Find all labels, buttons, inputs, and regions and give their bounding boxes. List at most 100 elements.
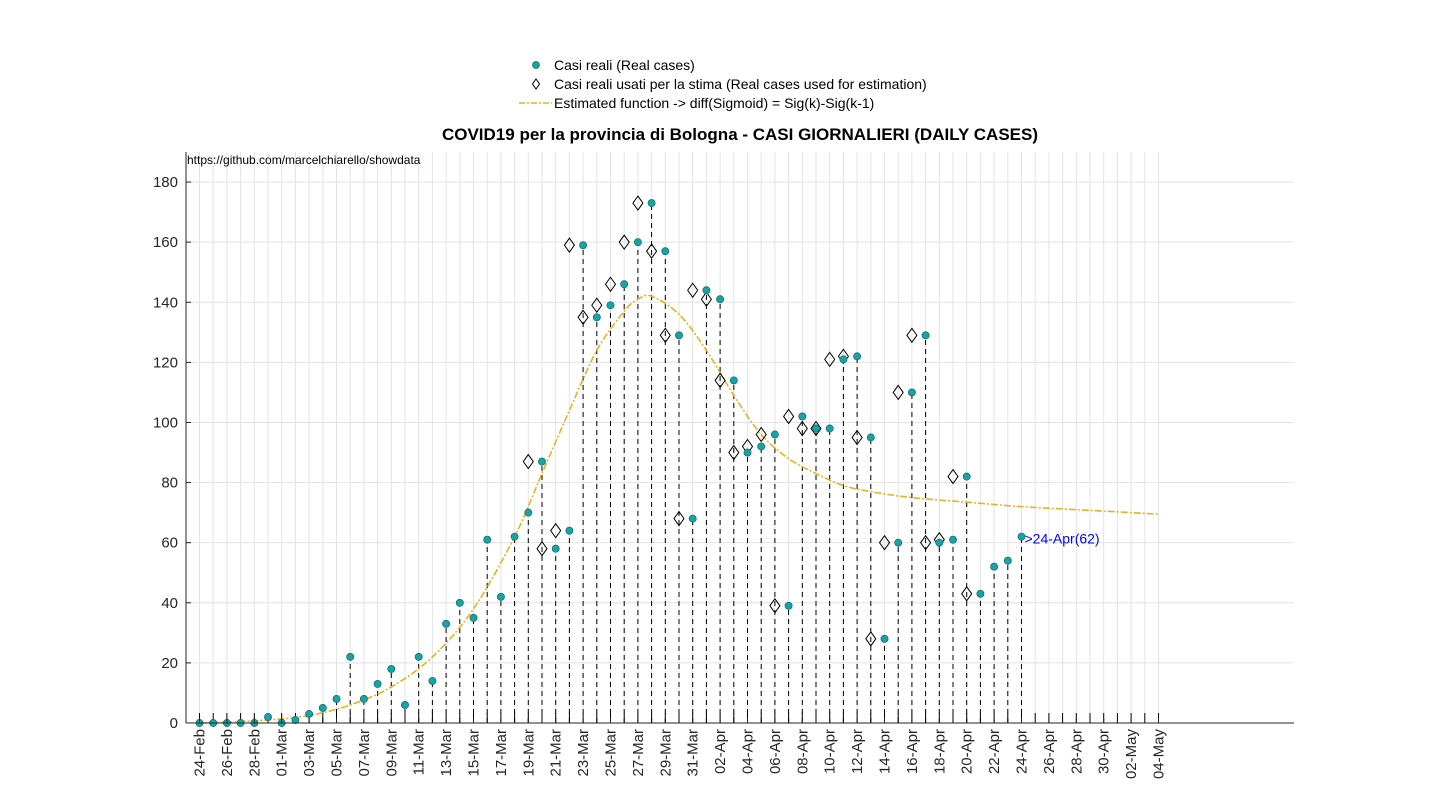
real-case-point <box>373 679 382 688</box>
x-tick-label: 15-Mar <box>466 729 483 777</box>
real-case-point <box>921 331 930 340</box>
stem-lines <box>199 203 1159 723</box>
real-case-point <box>633 238 642 247</box>
legend-label-real-cases: Casi reali (Real cases) <box>554 57 695 73</box>
real-case-point <box>305 710 314 718</box>
legend: Casi reali (Real cases) Casi reali usati… <box>519 57 927 111</box>
real-case-point <box>579 241 588 250</box>
chart-title: COVID19 per la provincia di Bologna - CA… <box>442 125 1038 144</box>
x-tick-label: 28-Feb <box>246 729 263 777</box>
real-case-point <box>990 562 999 571</box>
real-case-point <box>839 355 848 364</box>
real-case-point <box>620 280 629 289</box>
annotation-last-value: >24-Apr(62) <box>1025 531 1100 547</box>
x-tick-label: 27-Mar <box>630 729 647 777</box>
estimation-diamond <box>645 243 658 260</box>
estimation-diamond <box>700 291 713 308</box>
real-case-point <box>592 313 601 322</box>
y-tick-label: 160 <box>153 234 178 251</box>
estimation-diamond <box>906 327 918 344</box>
x-tick-label: 08-Apr <box>794 729 811 774</box>
x-tick-label: 31-Mar <box>685 729 702 777</box>
x-tick-label: 09-Mar <box>383 729 400 777</box>
real-case-point <box>825 424 834 433</box>
real-case-point <box>551 544 560 553</box>
y-tick-label: 60 <box>161 535 178 552</box>
x-tick-label: 26-Feb <box>219 729 236 777</box>
grid <box>186 152 1294 724</box>
estimation-diamond <box>892 384 904 401</box>
estimation-diamond <box>810 420 822 437</box>
real-case-point <box>894 538 903 547</box>
real-case-point <box>496 592 505 601</box>
estimation-diamond <box>687 282 699 299</box>
real-case-point <box>565 526 574 535</box>
y-tick-label: 20 <box>161 655 178 672</box>
y-tick-label: 0 <box>170 715 178 732</box>
estimation-diamond <box>865 630 877 647</box>
estimation-diamond <box>618 234 630 251</box>
x-tick-label: 14-Apr <box>877 729 894 774</box>
x-tick-label: 11-Mar <box>411 729 428 775</box>
legend-label-estimation-cases: Casi reali usati per la stima (Real case… <box>554 76 927 92</box>
x-tick-label: 16-Apr <box>904 729 921 774</box>
x-tick-label: 12-Apr <box>849 729 866 774</box>
axes: 0 20 40 60 80 100 120 140 160 180 24-Feb 26-Feb 28-F… <box>153 152 1294 779</box>
x-tick-label: 24-Feb <box>192 729 209 777</box>
x-tick-label: 26-Apr <box>1041 729 1058 774</box>
real-case-point <box>907 388 916 397</box>
estimated-curve <box>199 294 1159 724</box>
x-tick-label: 24-Apr <box>1014 729 1031 774</box>
estimation-diamond <box>824 351 836 368</box>
real-case-point <box>387 664 396 673</box>
x-tick-label: 17-Mar <box>493 729 510 777</box>
x-tick-label: 30-Apr <box>1096 729 1113 774</box>
real-case-point <box>976 589 985 598</box>
legend-marker-estimation-cases <box>531 78 541 90</box>
real-case-point <box>853 352 862 361</box>
real-case-point <box>962 472 971 481</box>
x-tick-label: 19-Mar <box>520 729 537 777</box>
estimation-diamond <box>933 531 945 548</box>
estimation-diamond <box>782 408 795 425</box>
estimation-diamond <box>577 309 589 326</box>
x-tick-label: 21-Mar <box>548 729 565 777</box>
real-case-point <box>346 652 355 661</box>
estimation-diamond <box>961 585 973 602</box>
estimation-diamond <box>604 276 617 293</box>
y-tick-label: 100 <box>153 414 178 431</box>
estimation-diamond <box>673 510 685 527</box>
source-url: https://github.com/marcelchiarello/showd… <box>187 153 421 167</box>
real-case-point <box>264 713 272 721</box>
y-tick-label: 140 <box>153 294 178 311</box>
real-case-point <box>729 376 738 385</box>
real-case-point <box>880 634 889 643</box>
real-case-point <box>1017 532 1026 541</box>
real-case-point <box>291 716 300 724</box>
estimation-diamond <box>536 540 548 557</box>
real-case-point <box>812 424 820 433</box>
real-case-point <box>647 199 656 208</box>
x-tick-label: 04-Apr <box>740 729 757 774</box>
estimation-diamond <box>919 534 932 551</box>
legend-marker-real-cases <box>532 61 540 69</box>
estimation-diamond <box>755 426 767 443</box>
real-case-point <box>332 695 341 703</box>
real-case-point <box>469 613 478 622</box>
x-tick-label: 01-Mar <box>274 729 291 777</box>
real-case-point <box>428 676 437 685</box>
estimation-diamond <box>851 429 863 446</box>
x-tick-label: 29-Mar <box>657 729 674 777</box>
x-tick-label: 05-Mar <box>329 729 346 777</box>
x-tick-label: 03-Mar <box>301 729 318 777</box>
real-case-point <box>743 448 752 457</box>
x-tick-label: 23-Mar <box>575 729 592 777</box>
real-case-point <box>784 601 793 610</box>
estimation-diamond <box>550 522 562 539</box>
y-tick-label: 40 <box>161 595 178 612</box>
x-tick-label: 07-Mar <box>356 729 373 777</box>
estimation-diamond <box>563 237 576 254</box>
real-case-point <box>318 704 327 712</box>
real-case-point <box>688 514 697 523</box>
